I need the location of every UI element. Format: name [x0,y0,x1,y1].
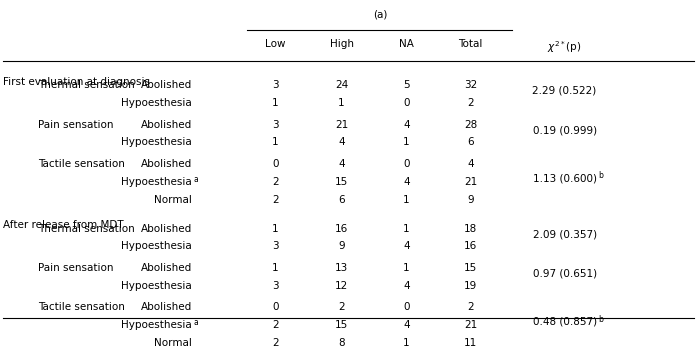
Text: 4: 4 [403,320,410,330]
Text: 3: 3 [272,281,279,291]
Text: 6: 6 [467,137,474,147]
Text: 4: 4 [467,159,474,169]
Text: 3: 3 [272,242,279,252]
Text: 15: 15 [335,320,348,330]
Text: 1: 1 [338,98,345,108]
Text: 21: 21 [335,120,348,130]
Text: (a): (a) [373,10,387,20]
Text: 1: 1 [403,263,410,273]
Text: 32: 32 [464,80,477,90]
Text: 2: 2 [467,302,474,312]
Text: Normal: Normal [154,338,192,346]
Text: 6: 6 [338,194,345,204]
Text: 21: 21 [464,320,477,330]
Text: 5: 5 [403,80,410,90]
Text: Abolished: Abolished [140,80,192,90]
Text: Abolished: Abolished [140,120,192,130]
Text: $\chi^{2*}$(p): $\chi^{2*}$(p) [547,39,582,55]
Text: 2: 2 [272,320,279,330]
Text: 16: 16 [335,224,348,234]
Text: 9: 9 [467,194,474,204]
Text: Hypoesthesia: Hypoesthesia [121,242,192,252]
Text: Low: Low [265,39,286,49]
Text: b: b [598,172,603,181]
Text: Hypoesthesia: Hypoesthesia [121,281,192,291]
Text: 1: 1 [272,224,279,234]
Text: 0: 0 [272,302,279,312]
Text: a: a [193,319,198,328]
Text: 2: 2 [272,338,279,346]
Text: 2.09 (0.357): 2.09 (0.357) [533,229,597,239]
Text: 4: 4 [403,177,410,187]
Text: 1: 1 [403,194,410,204]
Text: Hypoesthesia: Hypoesthesia [121,98,192,108]
Text: 19: 19 [464,281,477,291]
Text: Hypoesthesia: Hypoesthesia [121,177,192,187]
Text: 1: 1 [272,98,279,108]
Text: Abolished: Abolished [140,224,192,234]
Text: 15: 15 [464,263,477,273]
Text: 2: 2 [467,98,474,108]
Text: Total: Total [459,39,482,49]
Text: 2: 2 [272,177,279,187]
Text: 4: 4 [403,120,410,130]
Text: Hypoesthesia: Hypoesthesia [121,137,192,147]
Text: 8: 8 [338,338,345,346]
Text: NA: NA [399,39,414,49]
Text: 16: 16 [464,242,477,252]
Text: 0: 0 [272,159,279,169]
Text: Pain sensation: Pain sensation [38,263,114,273]
Text: Abolished: Abolished [140,302,192,312]
Text: 9: 9 [338,242,345,252]
Text: 2: 2 [272,194,279,204]
Text: Abolished: Abolished [140,263,192,273]
Text: 3: 3 [272,80,279,90]
Text: 21: 21 [464,177,477,187]
Text: 1.13 (0.600): 1.13 (0.600) [533,174,597,184]
Text: b: b [598,315,603,324]
Text: 28: 28 [464,120,477,130]
Text: 4: 4 [403,242,410,252]
Text: 12: 12 [335,281,348,291]
Text: Hypoesthesia: Hypoesthesia [121,320,192,330]
Text: 15: 15 [335,177,348,187]
Text: High: High [330,39,353,49]
Text: Pain sensation: Pain sensation [38,120,114,130]
Text: 11: 11 [464,338,477,346]
Text: 4: 4 [338,159,345,169]
Text: Normal: Normal [154,194,192,204]
Text: 2.29 (0.522): 2.29 (0.522) [533,86,597,96]
Text: 0: 0 [403,159,410,169]
Text: 0.48 (0.857): 0.48 (0.857) [533,317,597,327]
Text: 0: 0 [403,302,410,312]
Text: First evaluation at diagnosis: First evaluation at diagnosis [3,77,151,87]
Text: 18: 18 [464,224,477,234]
Text: 2: 2 [338,302,345,312]
Text: Thermal sensation: Thermal sensation [38,224,135,234]
Text: Tactile sensation: Tactile sensation [38,302,125,312]
Text: Tactile sensation: Tactile sensation [38,159,125,169]
Text: 4: 4 [403,281,410,291]
Text: 0.19 (0.999): 0.19 (0.999) [533,125,597,135]
Text: 1: 1 [272,137,279,147]
Text: 0: 0 [403,98,410,108]
Text: 13: 13 [335,263,348,273]
Text: 1: 1 [403,137,410,147]
Text: 3: 3 [272,120,279,130]
Text: 0.97 (0.651): 0.97 (0.651) [533,269,597,279]
Text: 1: 1 [403,224,410,234]
Text: 1: 1 [272,263,279,273]
Text: Abolished: Abolished [140,159,192,169]
Text: 24: 24 [335,80,348,90]
Text: Thermal sensation: Thermal sensation [38,80,135,90]
Text: 4: 4 [338,137,345,147]
Text: a: a [193,175,198,184]
Text: After release from MDT: After release from MDT [3,220,124,230]
Text: 1: 1 [403,338,410,346]
